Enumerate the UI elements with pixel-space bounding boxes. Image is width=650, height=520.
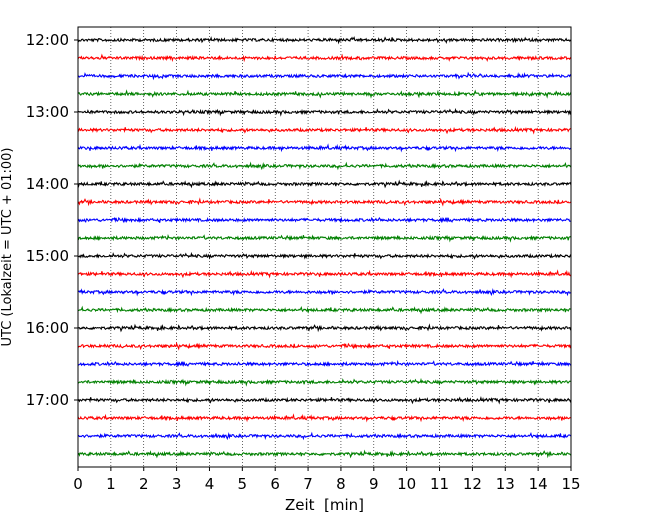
grid-lines bbox=[110, 27, 539, 467]
trace-line-1215 bbox=[77, 53, 572, 63]
x-tick-label: 5 bbox=[238, 475, 248, 493]
trace-line-1400 bbox=[77, 179, 572, 189]
y-axis-title: UTC (Lokalzeit = UTC + 01:00) bbox=[0, 148, 15, 347]
y-tick-label: 17:00 bbox=[26, 391, 69, 409]
y-tick-label: 15:00 bbox=[26, 247, 69, 265]
trace-line-1330 bbox=[77, 143, 572, 153]
trace-line-1630 bbox=[77, 359, 572, 368]
trace-line-1730 bbox=[77, 431, 572, 441]
trace-line-1300 bbox=[77, 107, 572, 117]
trace-lines bbox=[77, 36, 572, 459]
trace-line-1345 bbox=[77, 161, 572, 171]
x-axis-title: Zeit [min] bbox=[285, 496, 364, 514]
x-tick-label: 3 bbox=[172, 475, 182, 493]
x-tick-label: 4 bbox=[205, 475, 215, 493]
trace-line-1245 bbox=[77, 89, 572, 99]
trace-line-1515 bbox=[77, 269, 572, 279]
x-tick-label: 7 bbox=[303, 475, 313, 493]
x-tick-label: 10 bbox=[397, 475, 416, 493]
x-tick-label: 12 bbox=[463, 475, 482, 493]
y-tick-label: 12:00 bbox=[26, 31, 69, 49]
y-tick-label: 14:00 bbox=[26, 175, 69, 193]
trace-line-1500 bbox=[77, 251, 572, 260]
x-tick-label: 9 bbox=[369, 475, 379, 493]
trace-line-1530 bbox=[77, 288, 572, 297]
trace-line-1745 bbox=[77, 449, 572, 459]
x-tick-label: 1 bbox=[106, 475, 116, 493]
trace-line-1615 bbox=[77, 341, 572, 351]
x-tick-label: 2 bbox=[139, 475, 149, 493]
x-tick-label: 8 bbox=[336, 475, 346, 493]
plot-frame bbox=[77, 26, 572, 468]
trace-line-1545 bbox=[77, 305, 572, 315]
x-tick-label: 0 bbox=[73, 475, 83, 493]
trace-line-1700 bbox=[77, 396, 572, 405]
trace-line-1430 bbox=[77, 216, 571, 224]
trace-line-1415 bbox=[77, 197, 572, 207]
y-tick-label: 13:00 bbox=[26, 103, 69, 121]
x-tick-label: 15 bbox=[561, 475, 580, 493]
x-tick-label: 13 bbox=[496, 475, 515, 493]
trace-line-1715 bbox=[77, 413, 572, 423]
y-tick-label: 16:00 bbox=[26, 319, 69, 337]
trace-line-1315 bbox=[77, 125, 572, 135]
trace-line-1645 bbox=[77, 377, 572, 387]
x-tick-label: 14 bbox=[529, 475, 548, 493]
x-axis: 0 1 2 3 4 5 6 7 8 9 10 11 12 13 14 15 bbox=[73, 467, 581, 493]
x-tick-label: 11 bbox=[430, 475, 449, 493]
x-tick-label: 6 bbox=[270, 475, 280, 493]
trace-line-1230 bbox=[77, 71, 572, 81]
trace-line-1445 bbox=[77, 234, 572, 243]
trace-line-1200 bbox=[77, 36, 572, 45]
y-axis: 12:00 13:00 14:00 15:00 16:00 17:00 bbox=[26, 31, 78, 409]
trace-line-1600 bbox=[77, 323, 572, 333]
